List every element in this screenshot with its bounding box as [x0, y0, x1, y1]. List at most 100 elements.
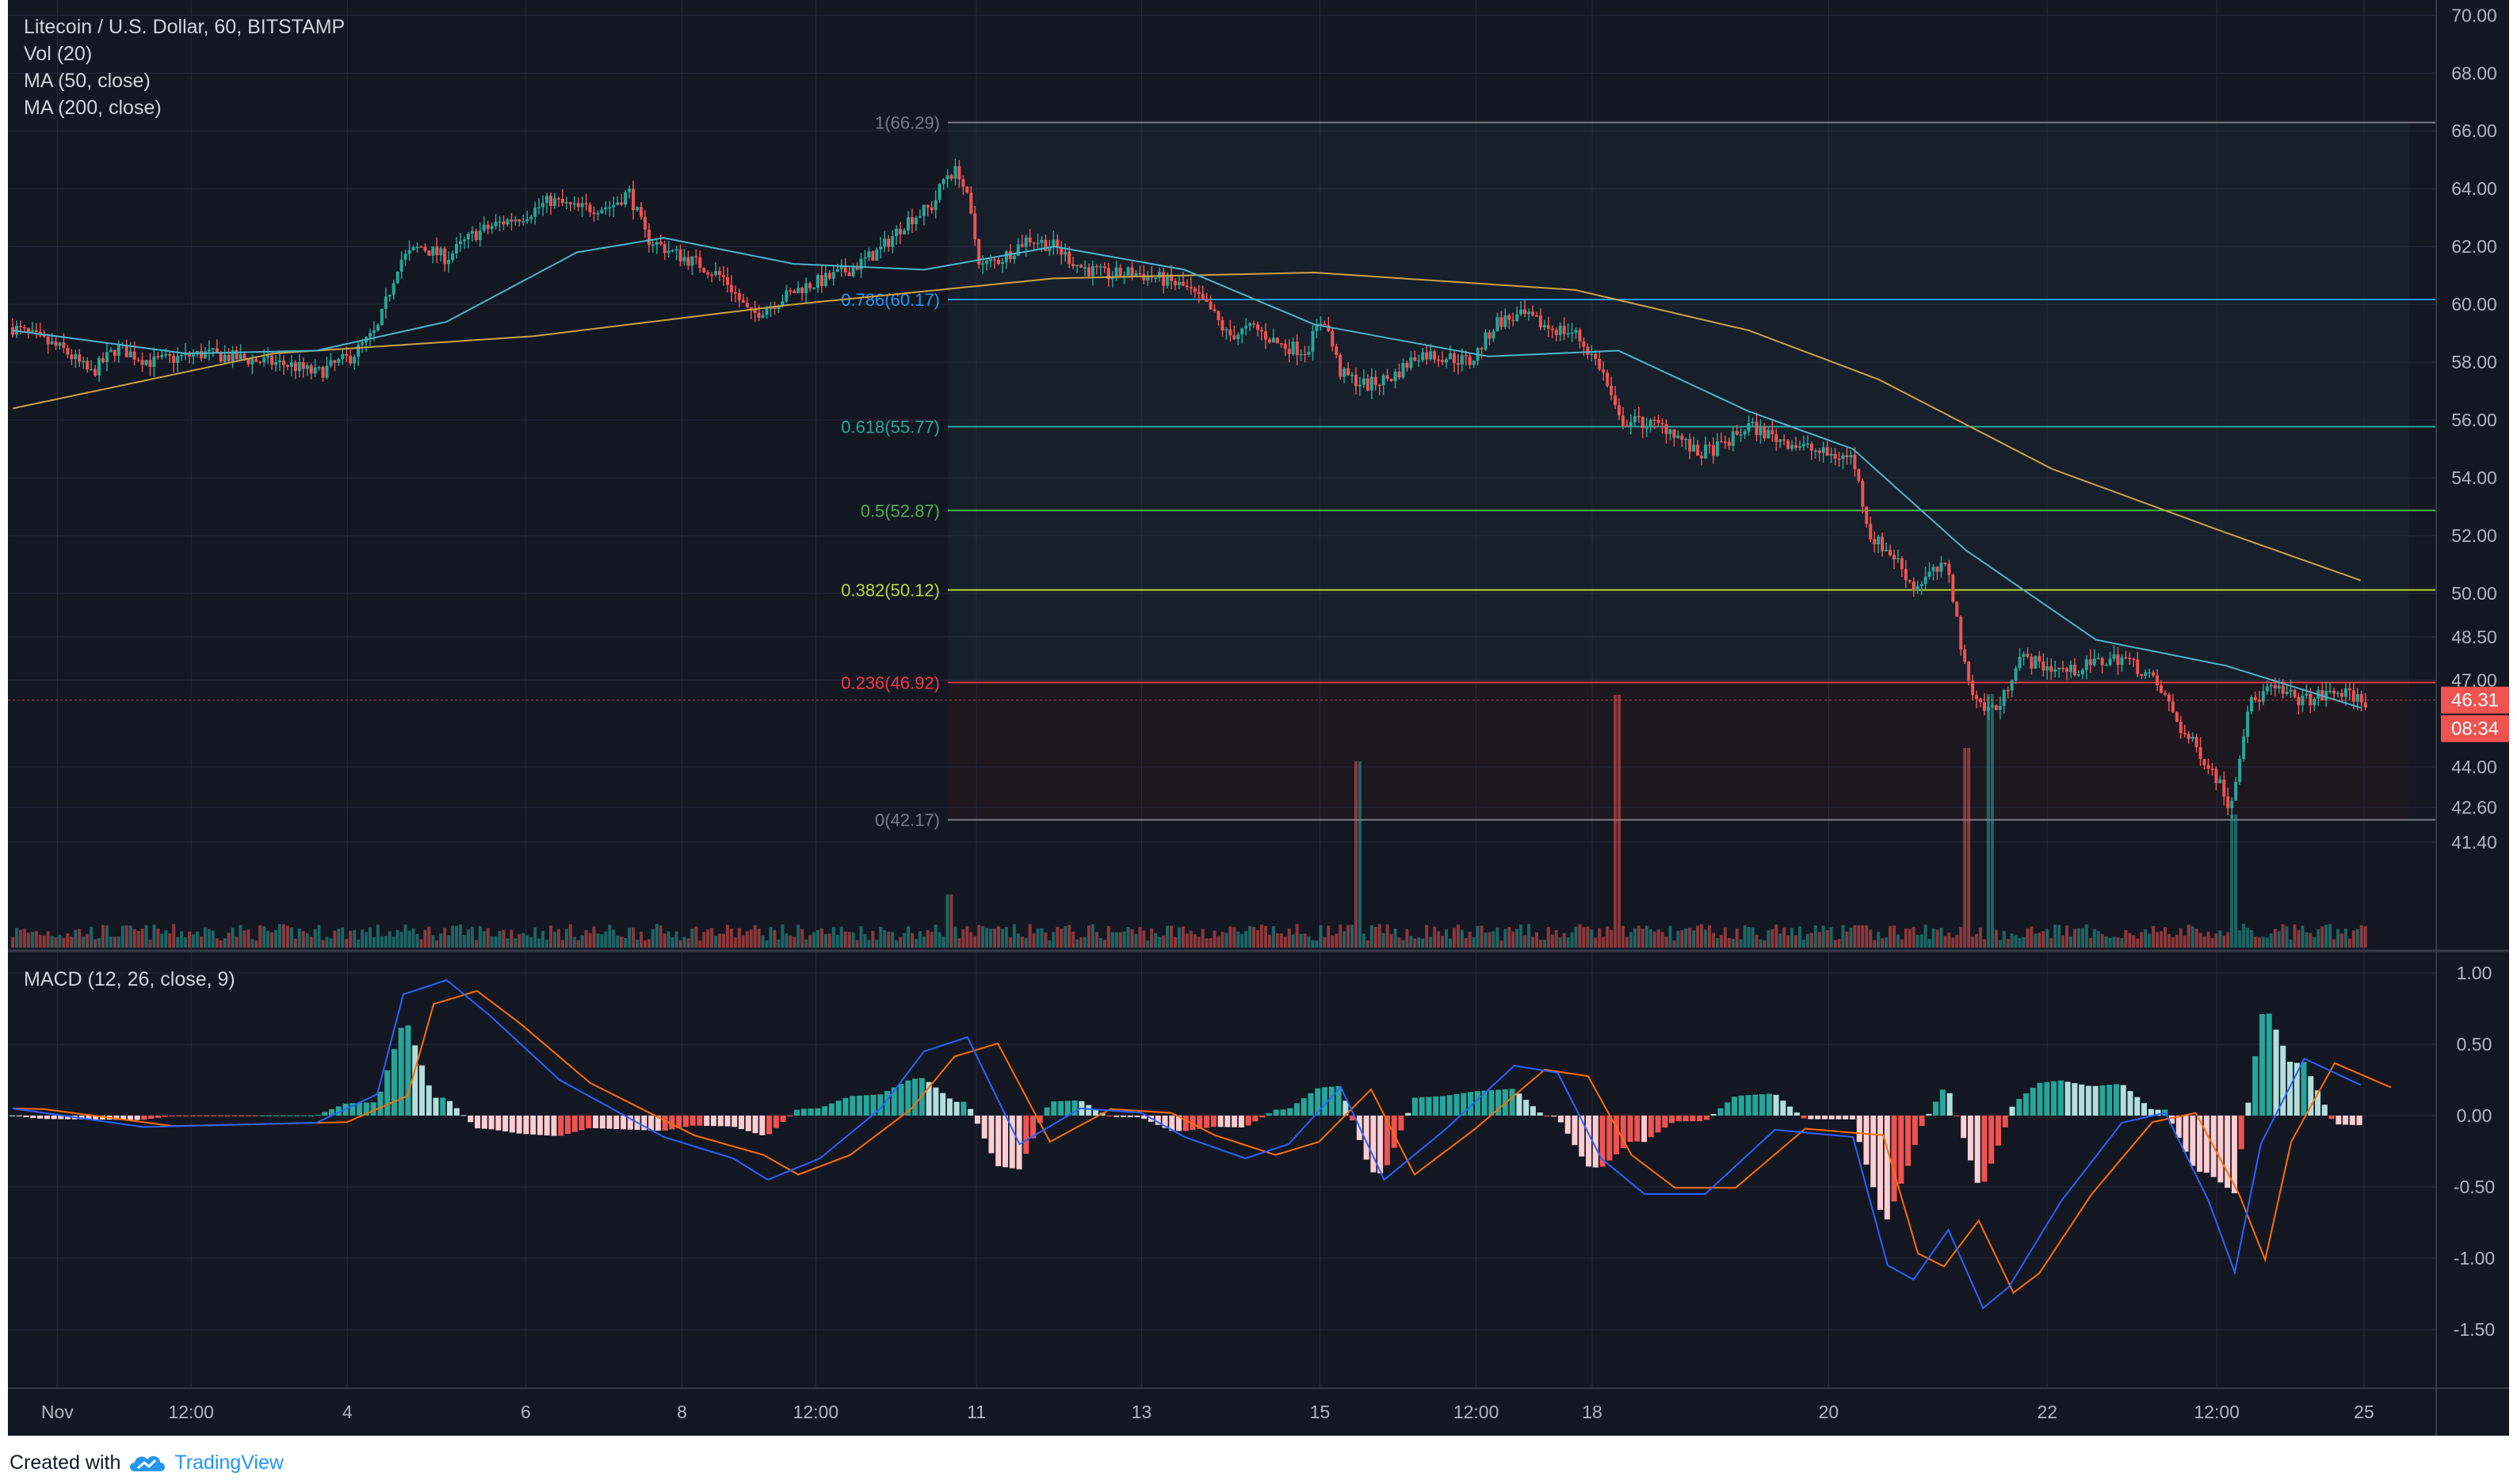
macd-histogram-bar [1780, 1101, 1786, 1116]
candle-body [1704, 444, 1708, 459]
macd-histogram-bar [1793, 1112, 1800, 1116]
candle-body [2289, 689, 2293, 692]
symbol-title[interactable]: Litecoin / U.S. Dollar, 60, BITSTAMP [24, 16, 345, 38]
fibonacci-retracement[interactable]: 1(66.29)0.786(60.17)0.618(55.77)0.5(52.8… [841, 113, 2436, 830]
volume-bar [443, 928, 447, 948]
volume-bar [891, 932, 895, 948]
volume-bar [203, 927, 207, 948]
macd-histogram-bar [51, 1116, 57, 1120]
volume-bar [718, 933, 722, 948]
candle-body [2006, 689, 2010, 692]
volume-bar [855, 940, 859, 948]
volume-bar [223, 938, 227, 948]
candle-body [2136, 659, 2140, 674]
candle-body [1594, 353, 1598, 360]
volume-bar [875, 940, 879, 948]
macd-histogram-bar [349, 1103, 356, 1116]
macd-histogram-bar [1564, 1116, 1571, 1134]
volume-bar [525, 935, 529, 948]
volume-bar [636, 940, 640, 948]
candle-body [843, 265, 847, 273]
candle-body [1542, 325, 1546, 328]
macd-histogram-bar [766, 1116, 773, 1135]
tradingview-cloud-icon[interactable] [127, 1451, 168, 1474]
candle-body [922, 204, 926, 216]
candle-body [2072, 665, 2076, 675]
volume-bar [1794, 935, 1798, 948]
volume-bar [2163, 927, 2167, 948]
macd-histogram-bar [808, 1108, 814, 1116]
candle-body [2249, 696, 2253, 712]
volume-bar [1480, 925, 1484, 948]
indicator-volume[interactable]: Vol (20) [24, 43, 92, 65]
candle-body [1397, 372, 1401, 378]
volume-bar [2156, 932, 2160, 948]
volume-bar [1652, 931, 1656, 948]
candle-body [494, 221, 498, 227]
volume-bar [1845, 931, 1849, 948]
candle-body [2148, 672, 2152, 673]
indicator-ma50[interactable]: MA (50, close) [24, 70, 151, 92]
volume-bar [812, 932, 816, 948]
volume-bar [58, 934, 62, 948]
volume-bar [1476, 925, 1480, 948]
candle-body [1216, 311, 1220, 321]
candle-body [1809, 443, 1813, 451]
candle-body [1790, 444, 1794, 449]
volume-bar [816, 929, 820, 948]
macd-histogram-bar [2079, 1084, 2085, 1116]
volume-bar [1425, 925, 1429, 948]
volume-bar [82, 936, 86, 948]
macd-histogram-bar [800, 1108, 807, 1116]
candle-body [2030, 656, 2034, 669]
volume-bar [2144, 929, 2148, 948]
macd-tick-label: 1.00 [2457, 963, 2492, 983]
macd-histogram-bar [850, 1096, 856, 1116]
candle-body [1660, 422, 1664, 425]
candle-body [2175, 711, 2179, 722]
macd-histogram-bar [933, 1087, 939, 1116]
candle-body [2305, 693, 2309, 696]
candle-body [1240, 328, 1244, 335]
volume-bar [1778, 933, 1782, 948]
indicator-ma200[interactable]: MA (200, close) [24, 97, 162, 119]
chart-canvas[interactable]: 1(66.29)0.786(60.17)0.618(55.77)0.5(52.8… [0, 0, 2517, 1447]
volume-bar [1365, 940, 1369, 948]
volume-bar [2347, 938, 2351, 948]
volume-bar [1393, 929, 1397, 948]
volume-bar [1327, 925, 1331, 948]
candle-body [140, 360, 144, 365]
volume-bar [2246, 927, 2250, 948]
volume-bar [1633, 928, 1637, 948]
macd-histogram-bar [322, 1112, 328, 1116]
macd-histogram-bar [1717, 1108, 1724, 1116]
volume-bar [1134, 933, 1138, 948]
volume-bar [973, 936, 977, 948]
candle-body [819, 275, 823, 286]
volume-bar [1519, 924, 1523, 948]
candle-body [714, 270, 718, 276]
macd-histogram-bar [1919, 1116, 1925, 1127]
legend[interactable]: Litecoin / U.S. Dollar, 60, BITSTAMP Vol… [24, 16, 345, 990]
macd-histogram-bar [2072, 1083, 2078, 1116]
volume-bar [1032, 933, 1036, 948]
candle-body [2336, 692, 2340, 695]
macd-histogram-bar [981, 1116, 987, 1139]
volume-bar [1660, 932, 1664, 948]
macd-axis[interactable]: 1.000.500.00-0.50-1.00-1.50 [2454, 963, 2495, 1340]
candle-body [2163, 692, 2167, 695]
macd-histogram-bar [58, 1116, 64, 1120]
macd-histogram-bar [1655, 1116, 1661, 1133]
macd-histogram-bar [1155, 1116, 1161, 1125]
volume-bar [1499, 940, 1503, 948]
indicator-macd[interactable]: MACD (12, 26, close, 9) [24, 968, 235, 990]
volume-bar [1271, 925, 1275, 948]
time-axis[interactable]: Nov 12:00 4 6 8 12:00 11 13 15 12:00 18 20 22 12:00 25 [41, 1402, 2374, 1422]
candle-body [1739, 434, 1743, 436]
volume-bar [827, 933, 831, 948]
volume-bar [1971, 936, 1975, 948]
candle-body [1554, 330, 1558, 335]
candle-body [1931, 567, 1935, 572]
price-axis[interactable]: 70.0068.0066.0064.0062.0060.0058.0056.00… [2451, 5, 2497, 853]
tradingview-link[interactable]: TradingView [174, 1451, 284, 1474]
